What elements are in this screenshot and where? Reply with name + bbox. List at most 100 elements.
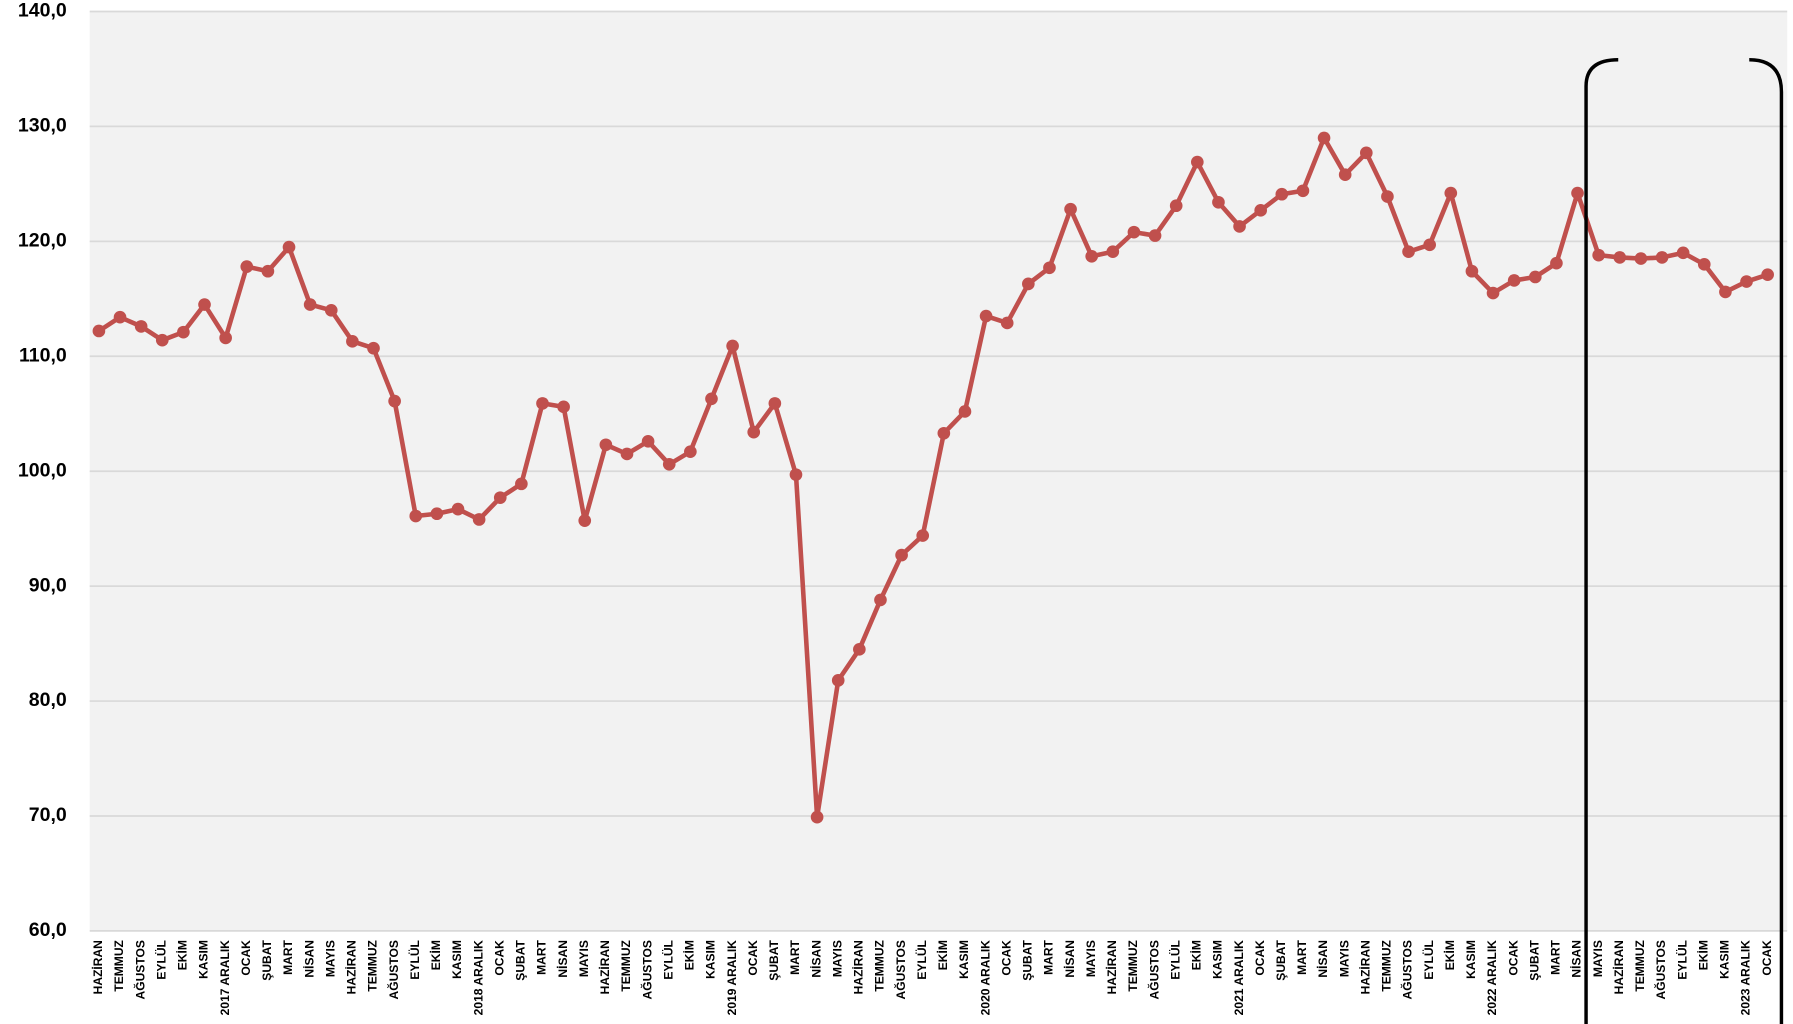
x-tick-label: EKİM: [175, 940, 190, 970]
point: [1064, 202, 1077, 216]
point: [324, 303, 338, 317]
x-tick-label: KASIM: [957, 940, 971, 979]
x-tick-label: NİSAN: [1062, 940, 1077, 977]
highlight-bracket: [1584, 58, 1784, 1024]
point: [1275, 187, 1289, 201]
x-tick-label: EKİM: [1442, 940, 1457, 970]
point: [346, 335, 359, 348]
x-tick-label: AĞUSTOS: [639, 940, 654, 999]
x-tick-label: MAYIS: [577, 940, 591, 977]
x-tick-label: MART: [788, 939, 802, 974]
point: [388, 394, 401, 408]
x-tick-label: KASIM: [1211, 940, 1225, 979]
y-tick-label: 110,0: [19, 344, 67, 366]
point: [515, 477, 528, 491]
point: [198, 298, 211, 311]
x-tick-label: AĞUSTOS: [1653, 940, 1668, 999]
point: [726, 339, 739, 353]
x-tick-label: MAYIS: [323, 940, 337, 977]
x-tick-label: MART: [1549, 939, 1563, 974]
point: [1444, 186, 1458, 200]
x-tick-label: EYLÜL: [1421, 940, 1436, 980]
point: [1655, 251, 1669, 264]
point: [1613, 251, 1627, 264]
x-tick-label: TEMMUZ: [1380, 939, 1394, 991]
point: [747, 425, 761, 439]
point: [1190, 155, 1204, 169]
point: [768, 397, 782, 410]
x-tick-label: OCAK: [1760, 940, 1774, 976]
x-tick-label: 2021 ARALIK: [1232, 940, 1246, 1016]
point: [282, 240, 296, 254]
x-tick-label: HAZİRAN: [1104, 940, 1119, 994]
point: [1507, 274, 1521, 287]
point: [451, 502, 465, 516]
point: [1740, 275, 1753, 288]
x-tick-label: AĞUSTOS: [1400, 940, 1415, 999]
point: [1296, 184, 1310, 198]
point: [1317, 131, 1331, 145]
point: [472, 513, 486, 526]
x-tick-label: KASIM: [704, 940, 718, 979]
x-tick-label: MART: [535, 939, 549, 974]
point: [1359, 146, 1373, 160]
x-tick-label: HAZİRAN: [90, 940, 105, 994]
point: [1719, 285, 1732, 299]
x-tick-label: NİSAN: [1315, 940, 1330, 977]
x-tick-label: TEMMUZ: [873, 939, 887, 991]
point: [1212, 195, 1225, 209]
point: [641, 434, 655, 448]
point: [1106, 245, 1120, 259]
x-tick-label: 2018 ARALIK: [471, 940, 485, 1016]
point: [1402, 245, 1415, 259]
x-tick-label: ŞUBAT: [1527, 939, 1541, 980]
x-tick-label: HAZİRAN: [597, 940, 612, 994]
y-tick-label: 140,0: [18, 0, 67, 22]
x-tick-label: TEMMUZ: [1126, 939, 1140, 991]
x-tick-label: OCAK: [746, 940, 760, 976]
x-tick-label: OCAK: [1253, 940, 1267, 976]
point: [92, 324, 106, 338]
x-tick-label: MAYIS: [1591, 940, 1605, 977]
point: [620, 447, 634, 461]
x-tick-label: OCAK: [239, 940, 253, 976]
point: [155, 333, 169, 347]
point: [1148, 229, 1162, 242]
x-tick-label: 2022 ARALIK: [1485, 940, 1499, 1016]
point: [409, 509, 423, 523]
point: [1169, 199, 1183, 213]
x-tick-label: EYLÜL: [914, 940, 929, 980]
x-tick-label: MART: [1295, 939, 1309, 974]
chart-layer: 60,0 70,0 80,0 90,0 100,0 110,0 120,0 130,0 140,…: [18, 0, 1788, 1016]
point: [303, 298, 317, 311]
point: [1550, 256, 1563, 270]
point: [430, 507, 444, 521]
x-tick-label: MART: [281, 939, 295, 974]
x-tick-label: HAZİRAN: [851, 940, 866, 994]
x-tick-label: ŞUBAT: [260, 939, 274, 980]
point: [853, 643, 866, 656]
x-tick-label: AĞUSTOS: [132, 940, 147, 999]
point: [219, 331, 232, 345]
y-tick-label: 60,0: [29, 919, 67, 941]
point: [662, 457, 676, 471]
point: [1761, 268, 1774, 281]
point: [578, 514, 592, 527]
point: [1486, 286, 1500, 300]
point: [240, 260, 254, 273]
x-tick-label: KASIM: [1718, 940, 1732, 979]
point: [599, 438, 613, 452]
point: [1465, 264, 1479, 278]
x-tick-label: KASIM: [1464, 940, 1478, 979]
point: [958, 405, 972, 418]
point: [1381, 190, 1394, 203]
point: [1676, 246, 1690, 260]
x-tick-label: ŞUBAT: [1274, 939, 1288, 980]
point: [1233, 220, 1246, 233]
point: [557, 400, 570, 414]
x-tick-label: NİSAN: [555, 940, 570, 977]
x-tick-label: AĞUSTOS: [1146, 940, 1161, 999]
x-tick-label: MAYIS: [830, 940, 844, 977]
point: [113, 310, 127, 324]
